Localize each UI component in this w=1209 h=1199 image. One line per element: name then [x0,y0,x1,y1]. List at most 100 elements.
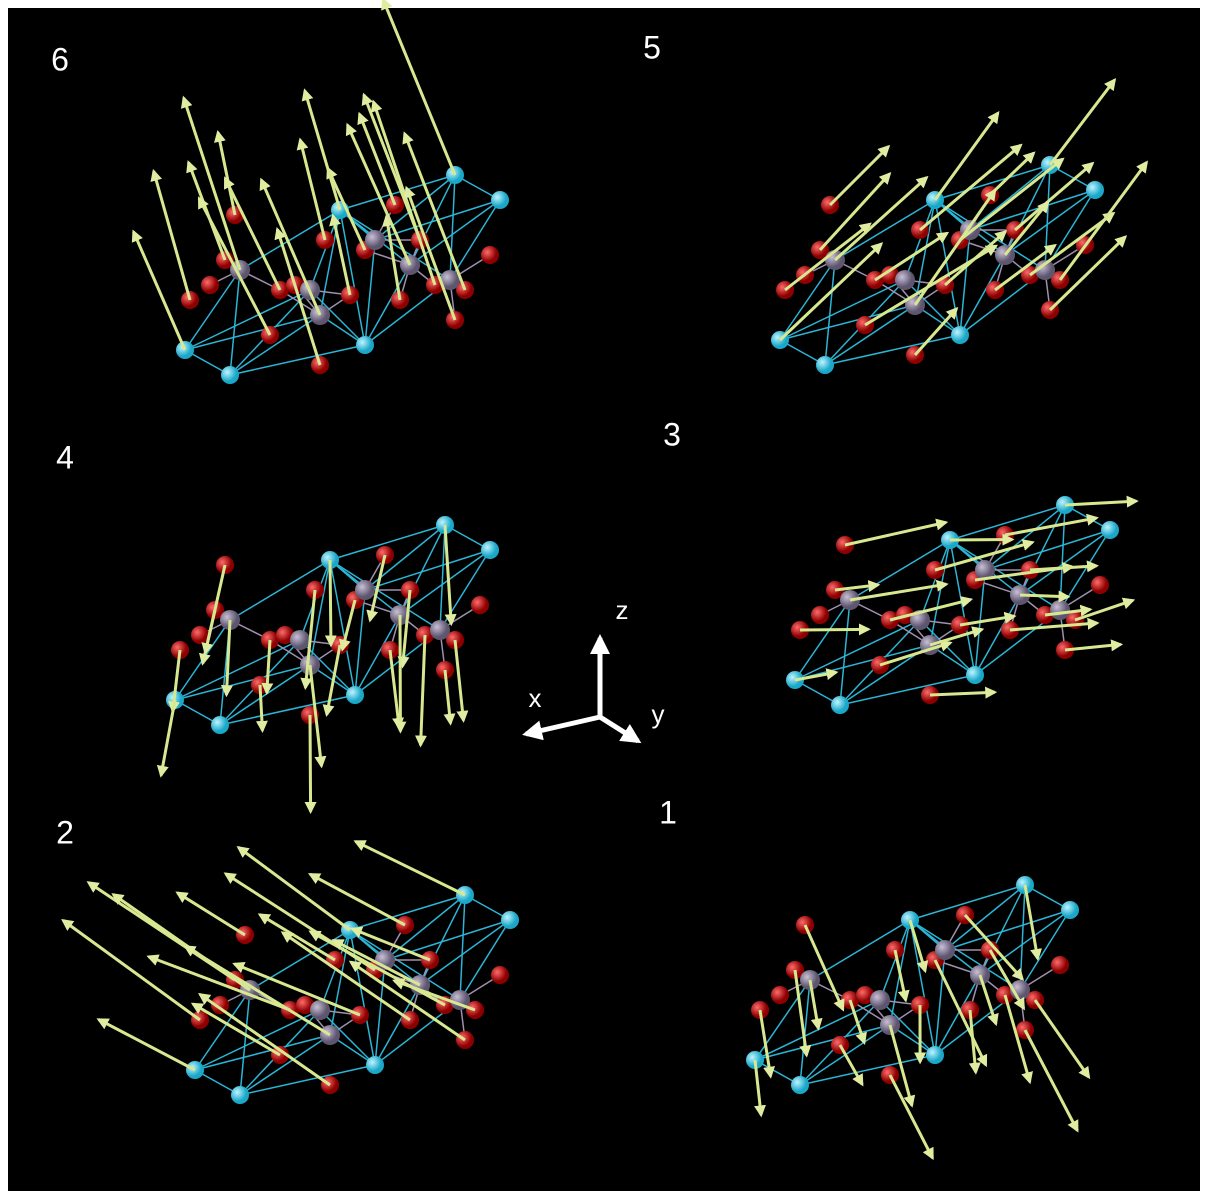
displacement-arrow [392,978,476,1012]
displacement-arrow [1048,235,1128,312]
displacement-arrow [944,229,1008,287]
x-axis [522,714,601,741]
bond [329,559,356,696]
displacement-arrow [326,166,367,251]
displacement-arrow [345,122,412,266]
bond [794,599,851,681]
bond [229,314,321,376]
bond [839,599,851,706]
bond [339,209,451,281]
displacement-arrow [261,639,274,696]
displacement-arrow [1048,77,1117,166]
displacement-arrow [259,177,322,316]
bond [449,199,501,281]
displacement-arrow [1058,160,1149,281]
atom [231,1086,249,1104]
atom [831,696,849,714]
atom [430,620,450,640]
bond [944,909,1071,951]
bond [384,894,466,961]
displacement-arrow [934,539,1035,572]
atom [1086,181,1104,199]
bond [969,164,1051,231]
displacement-arrow [1003,994,1033,1085]
displacement-arrow [784,222,872,292]
displacement-arrow [959,157,1065,242]
bond [239,1034,331,1096]
displacement-arrow [1064,495,1139,508]
bond [1004,189,1096,256]
bond [944,884,1026,951]
displacement-arrow [338,599,357,652]
displacement-arrow [1029,560,1099,573]
displacement-arrow [61,918,201,1022]
bond [309,289,366,346]
bond [329,559,441,631]
bond [824,259,836,366]
displacement-arrow [919,143,1023,232]
displacement-arrow [331,939,421,987]
bond [919,539,951,621]
displacement-arrow [893,949,910,1003]
bond [969,189,1096,231]
displacement-arrow [1023,1029,1079,1133]
displacement-arrow [888,1024,916,1108]
bond [934,199,1046,271]
displacement-arrow [197,196,272,336]
displacement-arrow [1023,884,1042,961]
displacement-arrow [1019,590,1071,603]
displacement-arrow [443,524,457,627]
bond [914,199,936,306]
bond [799,1054,936,1086]
bond [974,594,1021,676]
displacement-arrow [828,144,891,207]
bond [959,229,971,336]
atom [491,191,509,209]
displacement-arrow [1004,513,1099,537]
bond [419,894,466,986]
displacement-arrow [146,954,291,1012]
bond [904,279,961,336]
atom [221,366,239,384]
atom [1101,521,1119,539]
displacement-arrow [280,931,411,1022]
displacement-arrow [220,619,233,698]
bond [794,644,931,681]
bond [824,334,961,366]
displacement-arrow [988,949,1026,1011]
displacement-arrow [833,175,929,262]
atom [856,986,874,1004]
displacement-arrow [1033,999,1091,1080]
displacement-arrow [929,626,985,647]
displacement-arrow [96,1018,196,1072]
displacement-arrow [889,596,974,622]
atom [975,560,995,580]
displacement-arrow [353,840,466,897]
bond [459,919,511,1001]
displacement-arrow [1029,211,1116,277]
bond [349,929,461,1001]
bond [384,919,511,961]
displacement-arrow [300,589,317,691]
displacement-arrow [214,129,237,216]
displacement-arrow [324,559,337,648]
bond [979,884,1026,976]
atom [191,626,209,644]
bond [754,979,811,1061]
displacement-arrow [778,242,884,342]
displacement-arrow [402,131,467,291]
bond [419,919,511,986]
atom [811,606,829,624]
atom [791,1076,809,1094]
bond [354,614,401,696]
displacement-arrow [968,1009,981,1075]
bond [909,919,1021,991]
atom [816,356,834,374]
atom [1061,901,1079,919]
displacement-arrow [978,974,999,1027]
bond [229,269,241,376]
axes-indicator: z x y [522,595,665,744]
bond [364,264,411,346]
bond [239,209,341,271]
